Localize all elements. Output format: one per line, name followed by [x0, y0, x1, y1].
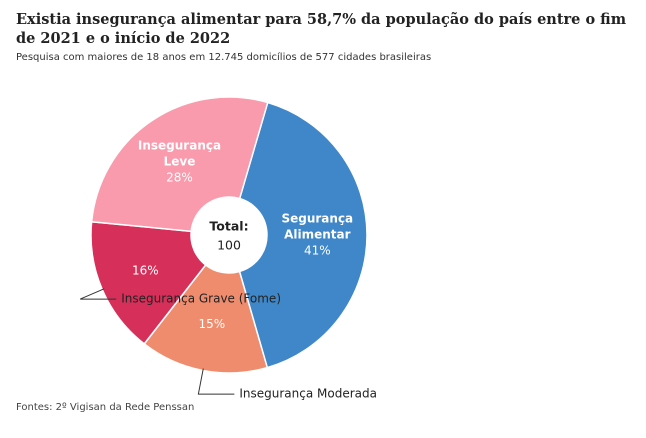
slice-inseguranca-leve [90, 96, 269, 233]
slice-value-label: 41% [304, 244, 331, 258]
leader-line [197, 368, 235, 395]
slice-seguranca-alimentar [238, 101, 368, 369]
slice-name-label: Segurança [281, 212, 353, 226]
slice-value-label: 15% [198, 317, 225, 331]
source-note: Fontes: 2º Vigisan da Rede Penssan [16, 402, 195, 413]
center-total-value: 100 [217, 238, 241, 253]
slice-inseguranca-grave-fome [90, 220, 207, 345]
chart-subtitle: Pesquisa com maiores de 18 anos em 12.74… [16, 52, 432, 63]
slice-inseguranca-moderada [143, 263, 269, 374]
slice-value-label: 16% [132, 264, 159, 278]
slice-name-label: Alimentar [284, 228, 351, 242]
external-label: Insegurança Grave (Fome) [121, 292, 281, 306]
chart-title: Existia insegurança alimentar para 58,7%… [16, 11, 627, 47]
slice-name-label: Leve [164, 154, 196, 168]
external-label: Insegurança Moderada [239, 387, 377, 401]
center-total-label: Total: [209, 219, 248, 234]
slice-value-label: 28% [166, 170, 193, 184]
slice-name-label: Insegurança [138, 138, 221, 152]
leader-line [80, 288, 117, 300]
